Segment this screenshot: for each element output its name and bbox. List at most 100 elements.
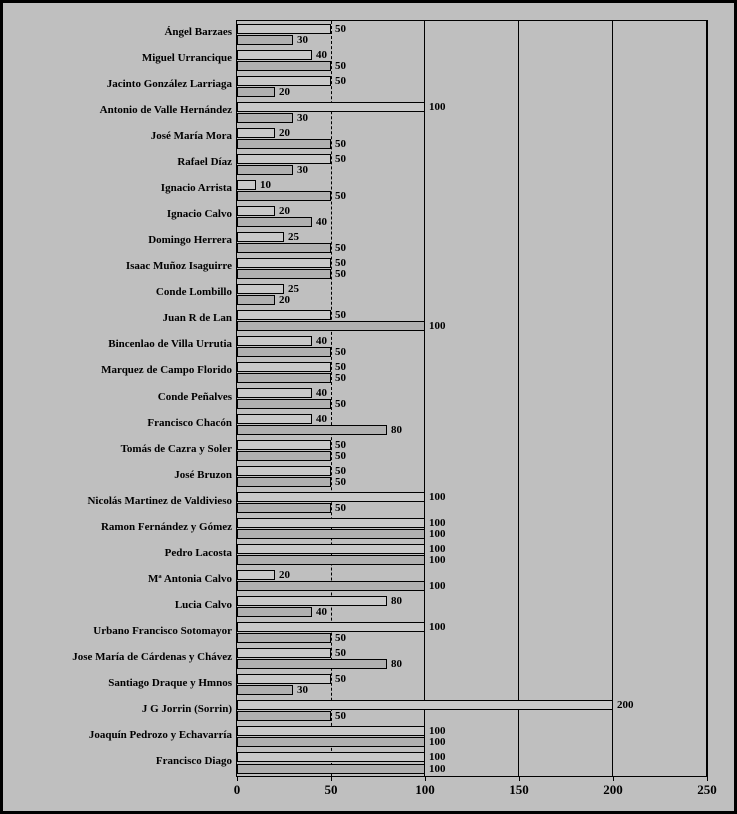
bar-series-2 [237, 242, 331, 253]
value-label: 40 [316, 334, 327, 347]
bar-series-1 [237, 492, 425, 503]
bar-series-2 [237, 138, 331, 149]
category-label: Joaquín Pedrozo y Echavarría [88, 728, 232, 741]
bar-series-2 [237, 659, 387, 670]
x-axis-tick-label: 150 [509, 782, 529, 797]
bar-series-1 [237, 257, 331, 268]
bar-series-2 [237, 346, 331, 357]
bar-series-1 [237, 648, 331, 659]
bar-series-2 [237, 112, 293, 123]
value-label: 50 [335, 371, 346, 384]
bar-series-2 [237, 503, 331, 514]
bar-series-2 [237, 607, 312, 618]
x-axis-tick-mark [331, 777, 332, 781]
bar-series-1 [237, 466, 331, 477]
value-label: 50 [335, 74, 346, 87]
category-label: Miguel Urrancique [141, 52, 232, 65]
value-label: 50 [335, 502, 346, 515]
bar-series-1 [237, 518, 425, 529]
bar-series-1 [237, 726, 425, 737]
category-label: Ignacio Calvo [166, 208, 232, 221]
bar-series-2 [237, 86, 275, 97]
bar-series-2 [237, 190, 331, 201]
category-label: Ramon Fernández y Gómez [100, 520, 232, 533]
value-label: 50 [335, 476, 346, 489]
bar-series-2 [237, 268, 331, 279]
value-label: 50 [335, 450, 346, 463]
x-axis-tick-label: 250 [697, 782, 717, 797]
value-label: 20 [279, 293, 290, 306]
value-label: 100 [429, 100, 446, 113]
bar-series-2 [237, 529, 425, 540]
bar-series-1 [237, 544, 425, 555]
bar-series-1 [237, 622, 425, 633]
category-label: José María Mora [150, 130, 232, 143]
value-label: 50 [335, 632, 346, 645]
bar-series-2 [237, 711, 331, 722]
bar-series-2 [237, 320, 425, 331]
value-label: 100 [429, 725, 446, 738]
bar-series-2 [237, 685, 293, 696]
value-label: 40 [316, 386, 327, 399]
bar-series-1 [237, 596, 387, 607]
bar-series-1 [237, 570, 275, 581]
value-label: 50 [335, 137, 346, 150]
x-axis-tick-mark [237, 777, 238, 781]
category-label: Antonio de Valle Hernández [99, 104, 232, 117]
bar-series-2 [237, 294, 275, 305]
category-label: Marquez de Campo Florido [101, 364, 232, 377]
bar-series-1 [237, 153, 331, 164]
bar-series-2 [237, 451, 331, 462]
value-label: 100 [429, 517, 446, 530]
bar-series-1 [237, 700, 613, 711]
value-label: 50 [335, 439, 346, 452]
bar-series-2 [237, 372, 331, 383]
x-axis-tick-mark [613, 777, 614, 781]
bar-series-1 [237, 674, 331, 685]
value-label: 100 [429, 580, 446, 593]
bar-series-1 [237, 101, 425, 112]
bar-series-2 [237, 399, 331, 410]
x-axis-tick-mark [425, 777, 426, 781]
category-label: Francisco Diago [155, 754, 232, 767]
value-label: 100 [429, 621, 446, 634]
plot-area: 50 30 40 50 50 20 100 30 20 50 50 30 10 50 20 40 25 50 50 5… [236, 20, 708, 777]
value-label: 50 [335, 152, 346, 165]
bar-series-1 [237, 440, 331, 451]
bar-series-1 [237, 387, 312, 398]
category-label: Conde Lombillo [155, 286, 232, 299]
value-label: 20 [279, 569, 290, 582]
value-label: 80 [391, 658, 402, 671]
value-label: 25 [288, 282, 299, 295]
value-label: 100 [429, 736, 446, 749]
category-label: Rafael Díaz [177, 156, 232, 169]
category-label: Ignacio Arrista [160, 182, 232, 195]
value-label: 50 [335, 308, 346, 321]
bar-series-2 [237, 763, 425, 774]
value-label: 50 [335, 647, 346, 660]
value-label: 50 [335, 189, 346, 202]
bar-series-1 [237, 335, 312, 346]
category-label: José Bruzon [174, 468, 232, 481]
bar-series-2 [237, 477, 331, 488]
value-label: 50 [335, 710, 346, 723]
value-label: 100 [429, 491, 446, 504]
value-label: 50 [335, 360, 346, 373]
x-axis-tick-label: 50 [324, 782, 338, 797]
value-label: 100 [429, 751, 446, 764]
value-label: 30 [297, 684, 308, 697]
category-label: Santiago Draque y Hmnos [108, 676, 232, 689]
reference-dashed-line [331, 21, 332, 776]
bar-series-2 [237, 633, 331, 644]
category-label: Ángel Barzaes [164, 26, 232, 39]
value-label: 40 [316, 606, 327, 619]
category-label: J G Jorrin (Sorrin) [141, 702, 232, 715]
value-label: 40 [316, 215, 327, 228]
value-label: 100 [429, 528, 446, 541]
category-label: Tomás de Cazra y Soler [120, 442, 232, 455]
bar-series-1 [237, 283, 284, 294]
value-label: 100 [429, 543, 446, 556]
value-label: 20 [279, 85, 290, 98]
bar-series-2 [237, 555, 425, 566]
bar-series-1 [237, 231, 284, 242]
